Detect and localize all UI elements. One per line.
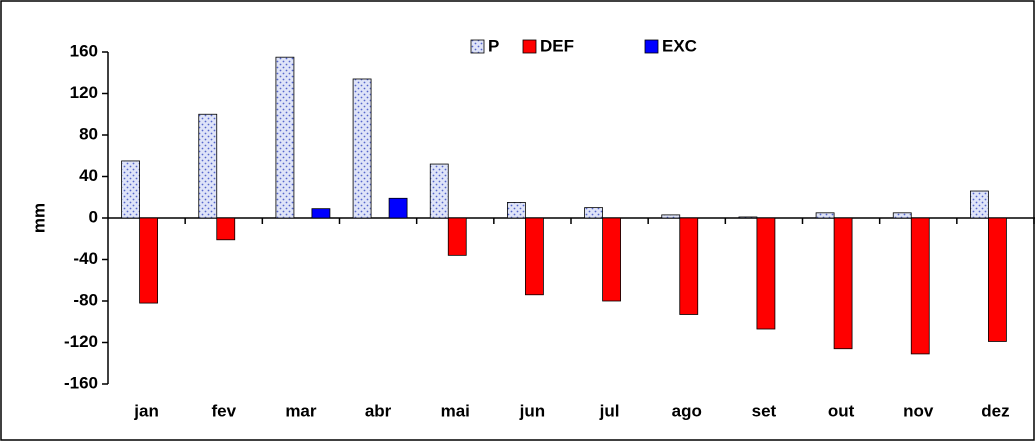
bar: [602, 217, 621, 302]
bar: [139, 217, 158, 304]
bar: [311, 208, 331, 219]
y-tick-label: -160: [64, 373, 98, 392]
x-tick-label: set: [752, 401, 777, 420]
x-tick-label: mar: [285, 401, 317, 420]
x-tick-label: nov: [903, 401, 934, 420]
legend-label: EXC: [662, 36, 697, 55]
y-tick-label: 80: [79, 124, 98, 143]
legend-swatch: [522, 39, 537, 54]
y-tick-label: -40: [73, 249, 98, 268]
legend-swatch: [644, 39, 659, 54]
bar: [584, 207, 603, 219]
bar: [756, 217, 776, 330]
bar: [121, 160, 140, 219]
bar: [661, 214, 681, 219]
y-tick-label: 40: [79, 166, 98, 185]
y-tick-label: 0: [89, 207, 98, 226]
bar: [679, 217, 699, 315]
x-tick-label: mai: [441, 401, 470, 420]
x-tick-label: abr: [365, 401, 392, 420]
y-tick-label: 120: [70, 83, 98, 102]
bar: [892, 212, 912, 219]
bar: [507, 202, 526, 219]
bar: [352, 78, 372, 219]
legend-label: P: [488, 36, 499, 55]
y-tick-label: -80: [73, 290, 98, 309]
y-axis-label: mm: [29, 203, 48, 233]
bar: [275, 56, 295, 219]
bar: [833, 217, 853, 350]
x-tick-label: jun: [519, 401, 546, 420]
y-tick-label: 160: [70, 41, 98, 60]
x-tick-label: jan: [133, 401, 159, 420]
bar: [216, 217, 236, 241]
x-tick-label: dez: [981, 401, 1009, 420]
bar: [815, 212, 835, 219]
x-tick-label: ago: [672, 401, 702, 420]
bar: [388, 197, 408, 219]
bar: [198, 113, 218, 219]
x-tick-label: fev: [211, 401, 236, 420]
bar: [429, 163, 449, 219]
bar: [910, 217, 930, 355]
legend-swatch: [470, 39, 485, 54]
bar: [738, 216, 758, 219]
legend-label: DEF: [540, 36, 574, 55]
x-tick-label: jul: [599, 401, 620, 420]
x-tick-label: out: [828, 401, 855, 420]
bar: [525, 217, 544, 296]
bar: [988, 217, 1007, 342]
bar: [970, 190, 989, 219]
y-tick-label: -120: [64, 332, 98, 351]
bar: [447, 217, 467, 256]
